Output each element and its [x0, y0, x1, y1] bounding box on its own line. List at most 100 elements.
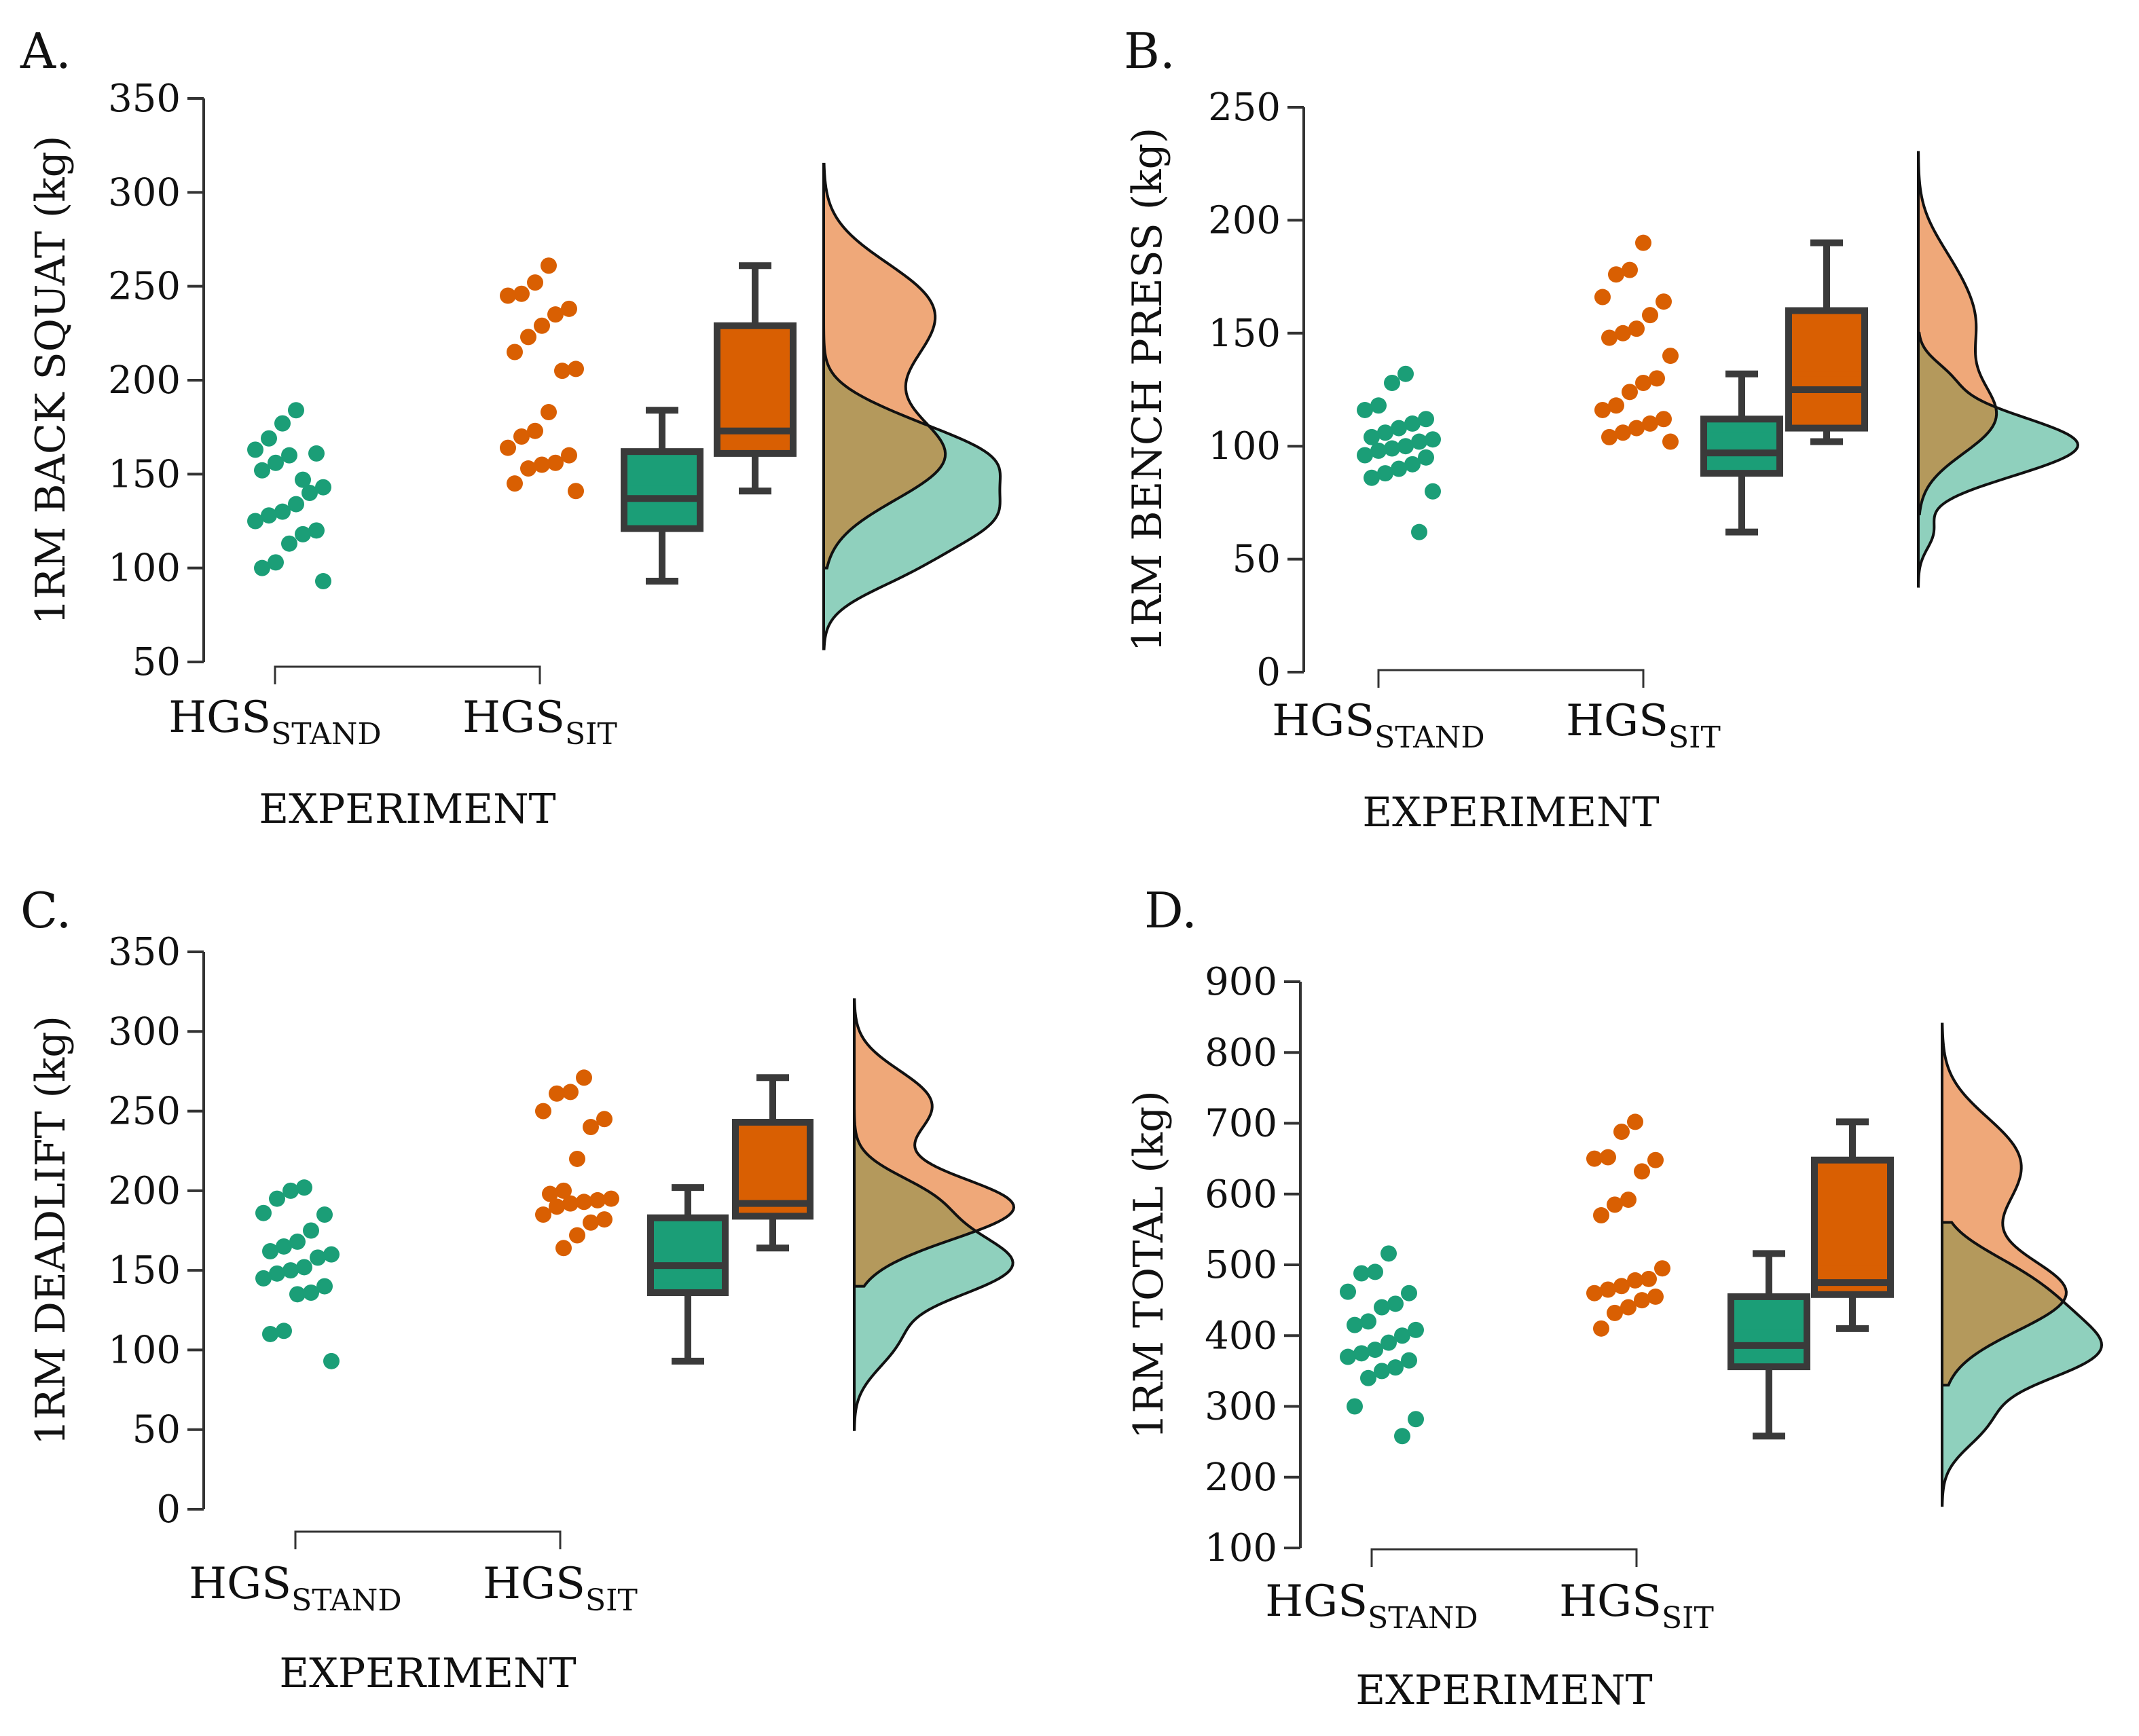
density-sit-outline	[853, 998, 1016, 1288]
data-point-stand	[1374, 1363, 1390, 1380]
y-tick-label: 150	[108, 452, 181, 496]
data-point-stand	[269, 1190, 285, 1207]
data-point-sit	[547, 306, 564, 323]
data-point-stand	[1357, 447, 1373, 464]
data-point-sit	[1608, 397, 1624, 414]
group-label-base: HGS	[1559, 1576, 1662, 1627]
y-tick-label: 700	[1205, 1102, 1277, 1146]
y-tick-label: 200	[108, 358, 181, 403]
data-point-sit	[603, 1190, 619, 1207]
data-point-sit	[555, 1240, 572, 1257]
data-point-stand	[255, 1204, 272, 1221]
data-point-stand	[1381, 1245, 1397, 1262]
data-point-sit	[562, 1195, 579, 1212]
data-point-stand	[1387, 1295, 1404, 1312]
data-point-stand	[288, 402, 304, 419]
panel-b: B. 0 50 100 150 200 250 1RM BENCH PRESS (kg) HGS…	[1124, 22, 2080, 836]
data-point-sit	[535, 1206, 551, 1223]
group-label-subscript: STAND	[271, 717, 382, 752]
y-tick-label: 0	[1256, 650, 1281, 695]
data-point-sit	[1594, 401, 1611, 418]
y-axis-title: 1RM BENCH PRESS (kg)	[1124, 128, 1171, 652]
data-point-stand	[323, 1246, 340, 1263]
data-point-stand	[261, 430, 277, 447]
y-tick-label: 100	[108, 1328, 181, 1372]
group-label-stand: HGSSTAND	[1272, 696, 1484, 755]
data-point-stand	[1408, 1321, 1424, 1338]
data-point-stand	[276, 1238, 292, 1255]
data-point-sit	[1593, 1320, 1609, 1337]
data-point-stand	[315, 479, 331, 496]
data-point-sit	[1641, 1270, 1657, 1287]
y-tick-label: 100	[1205, 1526, 1277, 1570]
data-point-stand	[1347, 1316, 1363, 1333]
box-iqr-stand	[1727, 1293, 1810, 1371]
data-point-stand	[254, 462, 270, 479]
data-point-sit	[1628, 420, 1645, 437]
box-iqr-stand	[621, 448, 703, 532]
data-point-sit	[542, 1185, 558, 1202]
y-tick-label: 600	[1205, 1172, 1277, 1217]
data-point-stand	[295, 525, 311, 542]
x-axis-title: EXPERIMENT	[279, 1650, 576, 1697]
y-tick-label: 0	[156, 1488, 181, 1532]
data-point-sit	[1649, 370, 1665, 387]
group-label-base: HGS	[1566, 696, 1668, 746]
data-point-sit	[547, 454, 564, 471]
data-point-stand	[303, 1284, 319, 1301]
data-point-sit	[1615, 424, 1631, 441]
data-point-sit	[568, 361, 584, 377]
data-point-sit	[513, 428, 530, 445]
data-point-stand	[1394, 1327, 1410, 1344]
data-point-stand	[282, 1182, 299, 1199]
data-point-sit	[568, 483, 584, 500]
data-point-stand	[1397, 365, 1414, 382]
group-label-base: HGS	[1265, 1576, 1368, 1627]
group-label-stand: HGSSTAND	[168, 692, 381, 752]
data-point-sit	[596, 1211, 613, 1228]
data-point-stand	[262, 1242, 278, 1259]
data-point-stand	[1391, 420, 1407, 437]
y-tick-label: 50	[1232, 538, 1281, 582]
data-point-sit	[1642, 307, 1658, 324]
data-point-sit	[1607, 1196, 1623, 1213]
data-point-stand	[1360, 1313, 1376, 1330]
group-label-subscript: STAND	[291, 1583, 402, 1618]
y-tick-label: 900	[1205, 960, 1277, 1004]
data-point-stand	[281, 447, 297, 464]
data-point-sit	[1622, 261, 1638, 278]
data-point-stand	[281, 535, 297, 552]
data-point-stand	[1347, 1398, 1363, 1415]
y-tick-label: 200	[1208, 198, 1281, 242]
data-point-stand	[262, 1325, 278, 1342]
data-point-stand	[1387, 1359, 1404, 1376]
data-point-sit	[1613, 1278, 1630, 1295]
box-iqr-stand	[1700, 415, 1783, 477]
density-stand-outline	[1917, 331, 2080, 588]
x-axis-bracket	[1370, 1548, 1638, 1567]
x-axis-title: EXPERIMENT	[1355, 1667, 1652, 1714]
y-tick-label: 250	[108, 1090, 181, 1134]
data-point-sit	[535, 1103, 551, 1120]
panel-letter: C.	[20, 882, 71, 939]
data-point-sit	[549, 1085, 565, 1102]
data-point-sit	[500, 287, 516, 304]
y-tick-label: 50	[132, 1408, 181, 1452]
data-point-stand	[1353, 1265, 1370, 1282]
data-point-sit	[520, 329, 536, 346]
data-point-stand	[316, 1206, 333, 1223]
data-point-stand	[247, 513, 263, 530]
data-point-sit	[1662, 433, 1679, 450]
data-point-stand	[1360, 1369, 1376, 1386]
data-point-stand	[254, 559, 270, 576]
data-point-sit	[1586, 1150, 1603, 1167]
y-tick-label: 200	[108, 1169, 181, 1213]
data-point-sit	[561, 300, 577, 317]
y-tick-label: 150	[108, 1249, 181, 1293]
data-point-sit	[500, 439, 516, 456]
data-point-stand	[303, 1222, 319, 1239]
y-axis-title: 1RM BACK SQUAT (kg)	[27, 136, 75, 625]
group-label-base: HGS	[168, 692, 271, 743]
y-tick-label: 300	[108, 1010, 181, 1054]
